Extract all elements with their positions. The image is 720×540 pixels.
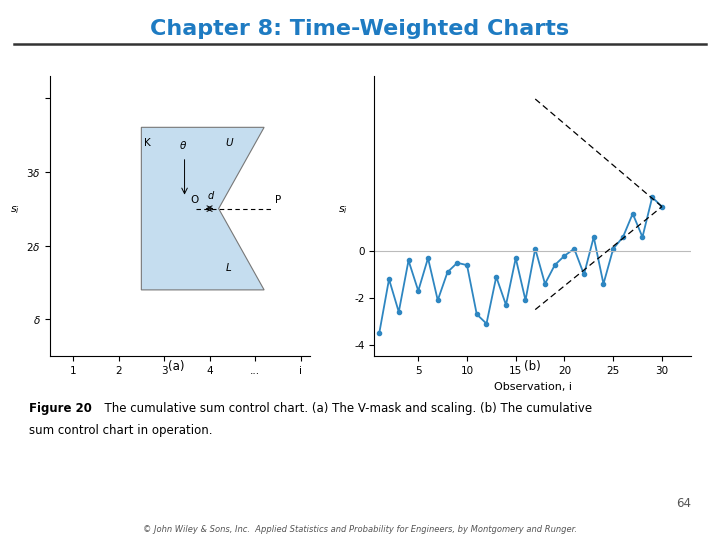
Y-axis label: $s_i$: $s_i$ (338, 204, 348, 216)
Polygon shape (141, 127, 264, 290)
Text: d: d (207, 191, 214, 201)
Text: (b): (b) (524, 360, 541, 373)
X-axis label: Observation, i: Observation, i (494, 382, 572, 392)
Text: K: K (143, 138, 150, 148)
Y-axis label: $s_i$: $s_i$ (10, 204, 20, 216)
Text: O: O (191, 195, 199, 205)
Text: U: U (225, 138, 233, 148)
Text: 64: 64 (676, 497, 691, 510)
Text: Figure 20: Figure 20 (29, 402, 91, 415)
Text: L: L (225, 264, 231, 273)
Text: P: P (276, 195, 282, 205)
Text: The cumulative sum control chart. (a) The V-mask and scaling. (b) The cumulative: The cumulative sum control chart. (a) Th… (97, 402, 593, 415)
Text: (a): (a) (168, 360, 184, 373)
Text: Chapter 8: Time-Weighted Charts: Chapter 8: Time-Weighted Charts (150, 19, 570, 39)
Text: $\theta$: $\theta$ (179, 139, 187, 152)
Text: © John Wiley & Sons, Inc.  Applied Statistics and Probability for Engineers, by : © John Wiley & Sons, Inc. Applied Statis… (143, 524, 577, 534)
Text: sum control chart in operation.: sum control chart in operation. (29, 424, 212, 437)
